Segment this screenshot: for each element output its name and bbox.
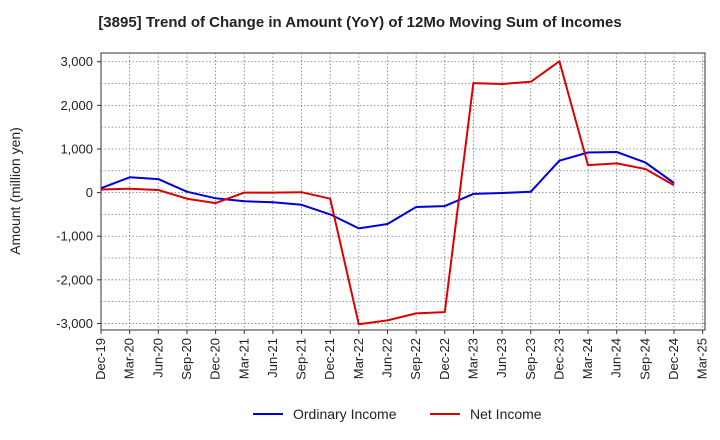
series-lines: [100, 60, 675, 326]
x-tick-label: Jun-24: [609, 338, 624, 378]
chart-title: [3895] Trend of Change in Amount (YoY) o…: [98, 14, 622, 31]
series-line: [100, 60, 675, 326]
y-axis-ticks: -3,000 -2,000 -1,000 0 1,000 2,000 3,000: [56, 54, 101, 331]
x-tick-label: Mar-22: [351, 338, 366, 379]
x-tick-label: Sep-20: [179, 338, 194, 380]
y-tick-label: -3,000: [56, 316, 93, 331]
series-line: [100, 151, 675, 230]
y-tick-label: -2,000: [56, 272, 93, 287]
x-tick-label: Dec-24: [666, 338, 681, 380]
y-tick-label: -1,000: [56, 229, 93, 244]
x-tick-label: Mar-25: [695, 338, 710, 379]
x-tick-label: Jun-22: [380, 338, 395, 378]
x-tick-label: Dec-21: [322, 338, 337, 380]
x-tick-label: Mar-20: [122, 338, 137, 379]
x-tick-label: Jun-20: [150, 338, 165, 378]
y-axis-title: Amount (million yen): [7, 127, 23, 255]
x-tick-label: Dec-23: [551, 338, 566, 380]
grid-lines: [101, 53, 705, 330]
x-tick-label: Mar-21: [236, 338, 251, 379]
x-tick-label: Mar-24: [580, 338, 595, 379]
x-tick-label: Jun-21: [265, 338, 280, 378]
x-tick-label: Dec-19: [93, 338, 108, 380]
y-tick-label: 2,000: [60, 98, 93, 113]
x-tick-label: Sep-24: [637, 338, 652, 380]
legend: Ordinary Income Net Income: [253, 406, 542, 422]
x-tick-label: Dec-22: [437, 338, 452, 380]
plot-area: [100, 52, 706, 331]
y-tick-label: 3,000: [60, 54, 93, 69]
y-tick-label: 0: [86, 185, 93, 200]
x-axis-ticks: Dec-19 Mar-20 Jun-20 Sep-20 Dec-20 Mar-21 Jun-…: [93, 330, 710, 380]
legend-label: Ordinary Income: [293, 406, 397, 422]
x-tick-label: Dec-20: [208, 338, 223, 380]
x-tick-label: Sep-23: [523, 338, 538, 380]
x-tick-label: Sep-21: [294, 338, 309, 380]
y-tick-label: 1,000: [60, 141, 93, 156]
x-tick-label: Jun-23: [494, 338, 509, 378]
x-tick-label: Sep-22: [408, 338, 423, 380]
legend-label: Net Income: [470, 406, 542, 422]
x-tick-label: Mar-23: [465, 338, 480, 379]
